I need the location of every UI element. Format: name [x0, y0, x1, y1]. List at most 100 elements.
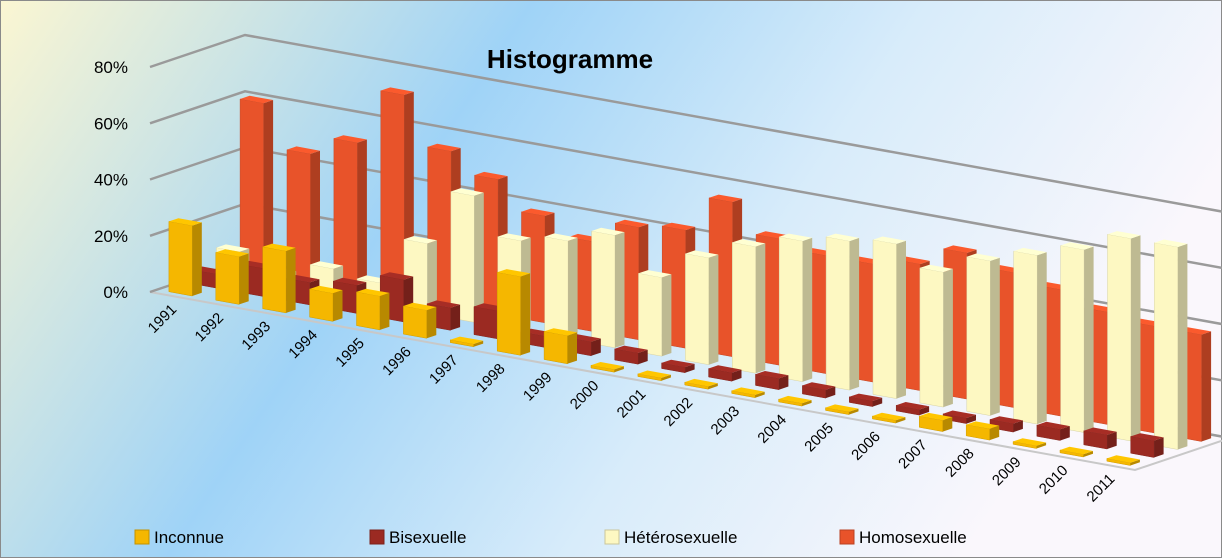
- bar-top: [497, 269, 531, 277]
- bar-top: [333, 277, 367, 286]
- bar-top: [732, 239, 766, 247]
- bar-top: [240, 95, 274, 104]
- bar-top: [685, 250, 719, 258]
- bar-side: [310, 150, 320, 281]
- y-tick-label: 20%: [94, 227, 128, 246]
- bar-side: [520, 273, 531, 356]
- bar-side: [1201, 331, 1212, 442]
- bar-side: [989, 425, 1000, 441]
- bar: [543, 331, 568, 365]
- bar-side: [1060, 426, 1070, 441]
- bar-top: [474, 171, 508, 180]
- bar-top: [755, 371, 789, 379]
- bar-top: [309, 285, 343, 294]
- bar-side: [661, 374, 671, 381]
- bar: [544, 236, 569, 340]
- bar-side: [614, 366, 624, 373]
- y-tick-label: 0%: [103, 283, 128, 302]
- bar-top: [1060, 242, 1094, 250]
- y-tick-label: 40%: [94, 171, 128, 190]
- bar-top: [1154, 239, 1188, 247]
- bar-side: [802, 400, 812, 407]
- bar-side: [615, 232, 625, 348]
- bar-top: [849, 393, 883, 401]
- bar: [168, 221, 193, 297]
- bar-top: [615, 219, 649, 228]
- bar-top: [380, 272, 414, 280]
- bar-top: [872, 412, 906, 421]
- bar-side: [708, 254, 719, 365]
- bar: [215, 252, 240, 305]
- bar-side: [1083, 451, 1093, 457]
- legend-label: Homosexuelle: [859, 528, 967, 547]
- bar-side: [427, 240, 437, 314]
- bar-top: [216, 244, 250, 252]
- bar-top: [684, 378, 718, 387]
- bar-side: [239, 253, 249, 305]
- bar-side: [708, 383, 718, 390]
- bar-top: [990, 416, 1023, 424]
- bar: [778, 236, 803, 382]
- bar-side: [568, 237, 578, 340]
- bar-side: [473, 340, 484, 347]
- bar-top: [427, 143, 461, 152]
- bar-top: [450, 188, 484, 196]
- bar-top: [521, 208, 555, 216]
- bar: [309, 288, 334, 322]
- bar-top: [966, 253, 1000, 261]
- bar-side: [567, 332, 577, 364]
- bar: [262, 246, 287, 314]
- bar: [356, 291, 381, 331]
- bar-top: [1036, 421, 1070, 430]
- bar-top: [1013, 247, 1047, 256]
- bar-top: [215, 249, 249, 257]
- bar-side: [192, 222, 202, 296]
- bar-side: [1036, 442, 1047, 449]
- legend-label: Hétérosexuelle: [624, 528, 737, 547]
- bar-top: [638, 270, 672, 278]
- bar-top: [356, 288, 390, 297]
- bar-side: [755, 391, 765, 398]
- bar-top: [943, 410, 976, 418]
- bar-top: [826, 233, 860, 242]
- bar-side: [1037, 252, 1047, 425]
- bar-top: [310, 261, 344, 269]
- bar-side: [286, 247, 296, 313]
- bar-side: [919, 406, 930, 416]
- bar-top: [1107, 231, 1141, 239]
- bar-top: [1130, 433, 1164, 441]
- bar-side: [990, 257, 1000, 416]
- bar: [239, 98, 264, 273]
- bar-top: [287, 146, 320, 154]
- bar: [966, 256, 991, 416]
- bar-top: [168, 218, 202, 226]
- bar-side: [661, 274, 672, 357]
- bar-top: [896, 402, 930, 410]
- bar-top: [450, 336, 484, 344]
- bar-top: [614, 345, 648, 353]
- y-tick-label: 60%: [94, 114, 128, 133]
- y-tick-label: 80%: [94, 58, 128, 77]
- bar-top: [731, 387, 765, 395]
- bar-top: [262, 243, 296, 251]
- bar-top: [966, 421, 1000, 429]
- bar-side: [1013, 420, 1023, 433]
- bar: [496, 272, 521, 356]
- bar-top: [825, 404, 859, 412]
- legend-swatch: [369, 529, 385, 545]
- bar-side: [896, 240, 906, 399]
- bar: [1060, 245, 1085, 433]
- bar-side: [474, 192, 484, 323]
- bar-top: [708, 365, 742, 373]
- bar-top: [591, 227, 625, 236]
- bar-side: [943, 268, 953, 408]
- bar-top: [873, 236, 906, 244]
- bar-side: [638, 349, 648, 365]
- bar-top: [497, 233, 531, 241]
- bar-side: [357, 139, 367, 289]
- bar-top: [403, 302, 437, 311]
- bar-top: [709, 194, 743, 202]
- bar-top: [544, 233, 578, 241]
- bar-side: [1107, 431, 1117, 449]
